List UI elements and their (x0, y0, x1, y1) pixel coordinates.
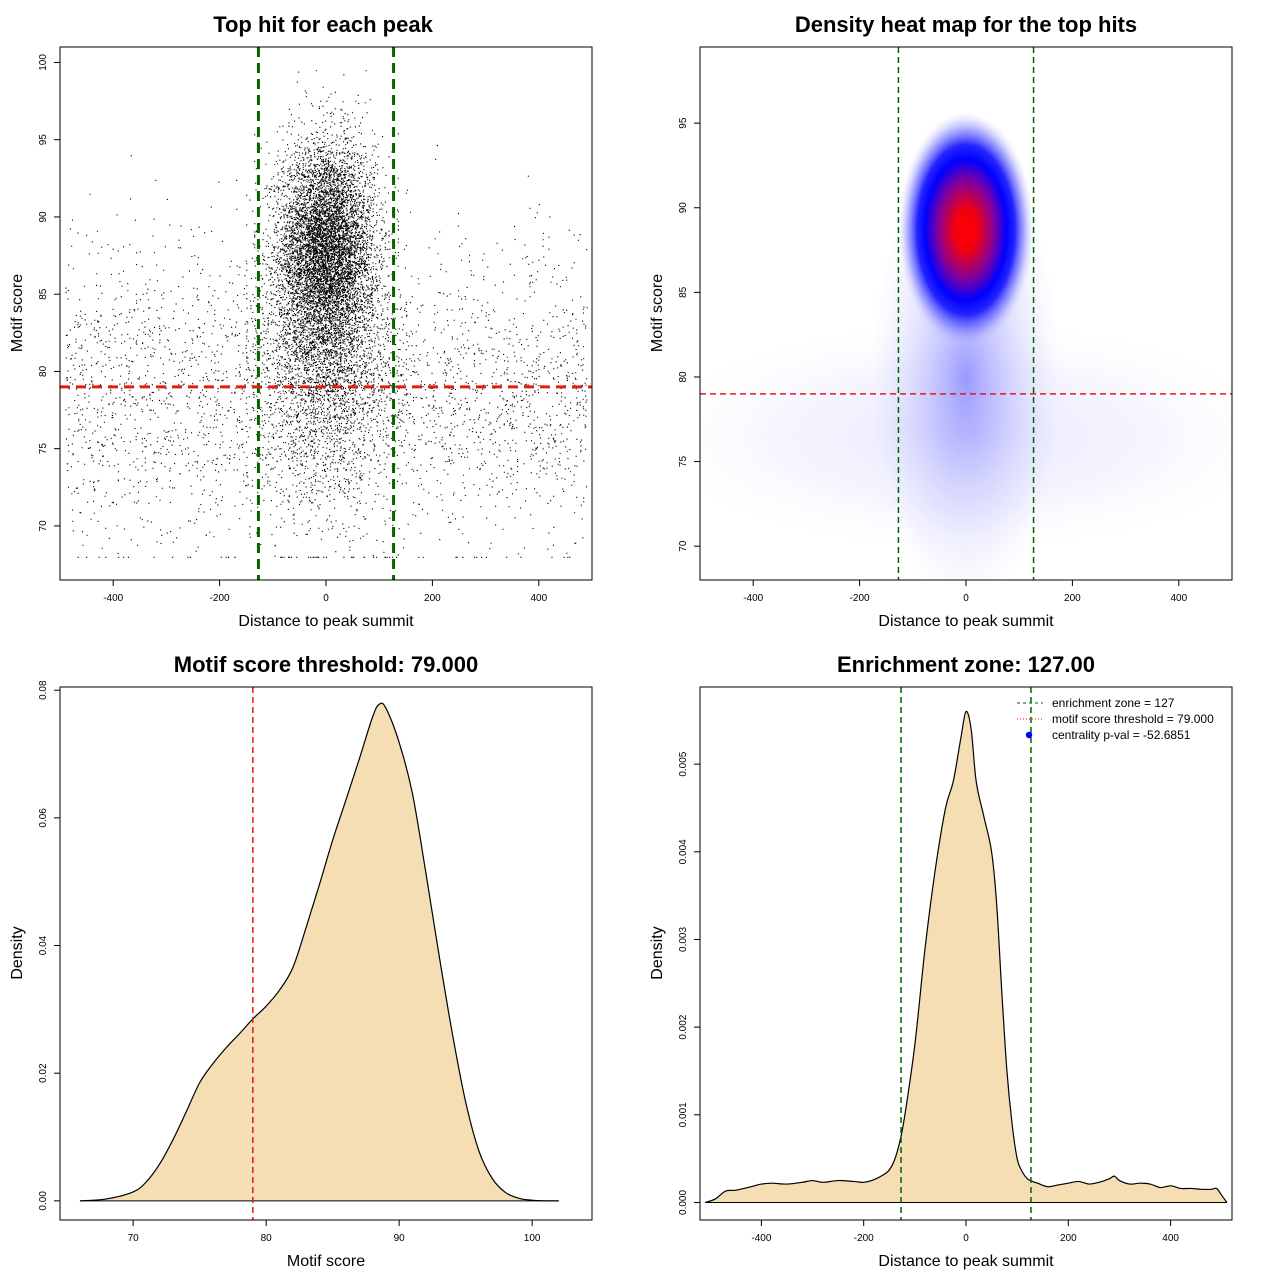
heatmap-panel: Density heat map for the top hits -400 -2… (649, 12, 1233, 630)
scatter-y-label: Motif score (9, 274, 26, 352)
y-tick-label: 95 (38, 134, 49, 146)
y-tick-label: 100 (38, 54, 49, 71)
y-tick-label: 85 (38, 288, 49, 300)
score-density-x-label: Motif score (287, 1253, 365, 1270)
score-density-plot-frame (59, 686, 593, 1221)
density-curve (79, 702, 559, 1202)
y-tick-label: 0.005 (678, 751, 689, 776)
y-tick-label: 0.06 (38, 808, 49, 828)
y-tick-label: 0.003 (678, 927, 689, 952)
y-tick-label: 0.02 (38, 1063, 49, 1083)
score-density-y-label: Density (9, 926, 26, 979)
heatmap-density (700, 47, 1232, 580)
x-tick-label: 70 (128, 1233, 140, 1244)
density-fill (79, 703, 559, 1201)
y-tick-label: 75 (678, 456, 689, 468)
x-tick-label: -400 (751, 1233, 771, 1244)
y-tick-label: 90 (38, 211, 49, 223)
score-density-panel: Motif score threshold: 79.000 70 80 90 100 0… (9, 652, 593, 1270)
score-density-title: Motif score threshold: 79.000 (174, 652, 478, 677)
density-curve (704, 710, 1228, 1204)
x-tick-label: 200 (424, 593, 441, 604)
y-tick-label: 90 (678, 202, 689, 214)
y-tick-label: 95 (678, 117, 689, 129)
x-tick-label: 400 (530, 593, 547, 604)
scatter-title: Top hit for each peak (213, 12, 433, 37)
y-tick-label: 70 (38, 520, 49, 532)
x-tick-label: 90 (394, 1233, 406, 1244)
heatmap-title: Density heat map for the top hits (795, 12, 1137, 37)
x-tick-label: 0 (963, 593, 969, 604)
scatter-x-label: Distance to peak summit (238, 613, 414, 630)
scatter-plot-frame (59, 46, 593, 581)
y-tick-label: 0.04 (38, 935, 49, 955)
y-tick-label: 0.004 (678, 839, 689, 864)
x-tick-label: 200 (1064, 593, 1081, 604)
legend: enrichment zone = 127 motif score thresh… (1017, 696, 1214, 742)
x-tick-label: 400 (1170, 593, 1187, 604)
x-tick-label: 400 (1162, 1233, 1179, 1244)
x-tick-label: 0 (963, 1233, 969, 1244)
distance-density-x-label: Distance to peak summit (878, 1253, 1054, 1270)
y-tick-label: 80 (678, 371, 689, 383)
x-tick-label: 80 (261, 1233, 273, 1244)
y-tick-label: 0.002 (678, 1014, 689, 1039)
x-tick-label: -400 (103, 593, 123, 604)
x-tick-label: 0 (323, 593, 329, 604)
y-tick-label: 0.08 (38, 680, 49, 700)
scatter-point-cloud (65, 70, 588, 558)
distance-density-title: Enrichment zone: 127.00 (837, 652, 1095, 677)
heatmap-core (898, 111, 1034, 348)
y-tick-label: 80 (38, 365, 49, 377)
x-tick-label: -200 (210, 593, 230, 604)
scatter-panel: Top hit for each peak -400 -200 0 200 400 70 7… (9, 12, 593, 630)
scatter-points (65, 70, 588, 558)
legend-centrality-key (1025, 731, 1033, 739)
heatmap-y-label: Motif score (649, 274, 666, 352)
legend-enrichment-label: enrichment zone = 127 (1052, 696, 1175, 710)
y-tick-label: 70 (678, 540, 689, 552)
legend-threshold-label: motif score threshold = 79.000 (1052, 712, 1214, 726)
y-tick-label: 0.001 (678, 1102, 689, 1127)
y-tick-label: 0.00 (38, 1191, 49, 1211)
y-tick-label: 85 (678, 286, 689, 298)
x-tick-label: 200 (1060, 1233, 1077, 1244)
y-tick-label: 0.000 (678, 1190, 689, 1215)
distance-density-y-label: Density (649, 926, 666, 979)
heatmap-x-label: Distance to peak summit (878, 613, 1054, 630)
x-tick-label: -400 (743, 593, 763, 604)
density-fill (705, 711, 1227, 1203)
y-tick-label: 75 (38, 443, 49, 455)
distance-density-panel: Enrichment zone: 127.00 -400 -200 0 200 400 0… (649, 652, 1233, 1270)
legend-centrality-label: centrality p-val = -52.6851 (1052, 728, 1191, 742)
x-tick-label: 100 (524, 1233, 541, 1244)
x-tick-label: -200 (850, 593, 870, 604)
x-tick-label: -200 (854, 1233, 874, 1244)
